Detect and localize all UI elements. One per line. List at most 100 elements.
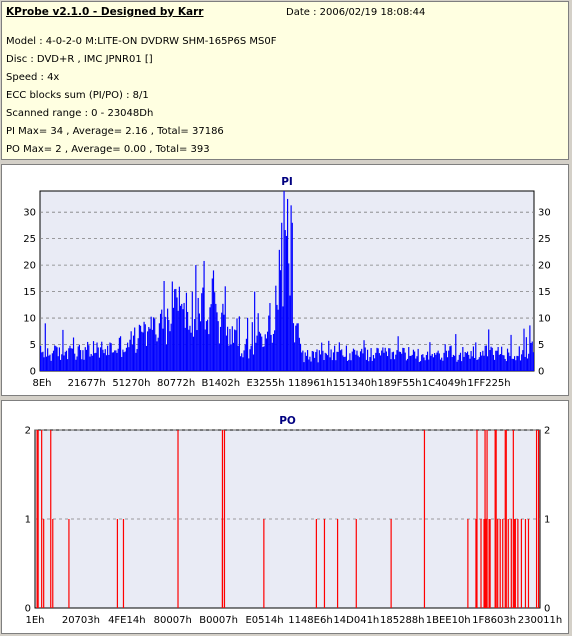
po-bar xyxy=(502,519,504,608)
pi-bar xyxy=(252,354,255,371)
pi-bar xyxy=(511,358,513,371)
pi-bar xyxy=(492,354,495,371)
pi-bar xyxy=(208,334,210,371)
pi-bar xyxy=(281,222,283,371)
pi-bar xyxy=(454,355,456,371)
pi-bar xyxy=(446,357,449,371)
pi-bar xyxy=(499,354,502,371)
pi-bar xyxy=(517,356,519,371)
pi-bar xyxy=(308,359,310,371)
pi-bar xyxy=(356,350,358,371)
pi-bar xyxy=(374,358,376,371)
pi-bar xyxy=(316,349,318,371)
pi-bar xyxy=(194,319,196,371)
pi-bar xyxy=(147,331,149,371)
po-bar xyxy=(499,519,501,608)
pi-bar xyxy=(65,350,68,371)
pi-bar xyxy=(299,343,302,371)
pi-bar xyxy=(381,350,383,371)
pi-bar xyxy=(489,350,491,371)
pi-bar xyxy=(415,358,417,371)
pi-bar xyxy=(127,342,129,371)
y-tick-label-right: 10 xyxy=(538,314,551,325)
pi-bar xyxy=(491,347,493,371)
y-tick-label-right: 25 xyxy=(538,234,551,245)
pi-bars xyxy=(40,191,534,371)
pi-chart-panel: 0 0 5 5 10 10 15 15 20 20 25 25 30 30 8Eh 21677h 51270h 8… xyxy=(1,164,569,396)
pi-bar xyxy=(506,348,509,371)
y-tick-label-right: 30 xyxy=(538,208,551,219)
pi-bar xyxy=(422,354,424,371)
pi-bar xyxy=(490,346,492,371)
pi-bar xyxy=(43,357,45,371)
x-tick-label: 20703h xyxy=(62,615,100,626)
pi-bar xyxy=(143,321,145,371)
pi-bar xyxy=(483,355,485,371)
pi-bar xyxy=(287,198,289,371)
po-bar xyxy=(390,519,392,608)
pi-bar xyxy=(184,327,186,371)
pi-bar xyxy=(108,354,110,371)
y-tick-label-right: 1 xyxy=(544,515,550,526)
pi-bar xyxy=(112,352,115,371)
pi-bar xyxy=(391,352,393,371)
x-tick-label: 151340h xyxy=(333,378,378,389)
pi-bar xyxy=(189,325,191,371)
pi-bar xyxy=(429,342,431,371)
po-bar xyxy=(504,430,506,608)
pi-bar xyxy=(496,350,498,371)
pi-bar xyxy=(217,321,219,371)
x-tick-label: 80007h xyxy=(154,615,192,626)
pi-bar xyxy=(122,349,124,371)
pi-bar xyxy=(157,337,159,371)
pi-bar xyxy=(54,345,56,371)
pi-bar xyxy=(250,345,252,371)
pi-bar xyxy=(278,249,280,371)
pi-bar xyxy=(276,304,278,371)
pi-bar xyxy=(56,347,58,371)
pi-bar xyxy=(472,346,475,371)
pi-bar xyxy=(326,355,329,371)
pi-bar xyxy=(207,319,209,371)
x-tick-label: 230011h xyxy=(518,615,563,626)
pi-bar xyxy=(87,341,89,371)
pi-bar xyxy=(505,361,507,371)
pi-bar xyxy=(214,292,216,371)
pi-bar xyxy=(322,350,324,371)
pi-bar xyxy=(97,347,99,371)
po-bar xyxy=(476,430,478,608)
y-tick-label-left: 15 xyxy=(23,287,36,298)
pi-bar xyxy=(302,350,304,371)
app-title: KProbe v2.1.0 - Designed by Karr xyxy=(6,6,204,18)
pi-bar xyxy=(431,353,433,371)
pi-bar xyxy=(371,360,373,371)
pi-bar xyxy=(244,344,246,371)
pi-bar xyxy=(290,205,292,371)
po-bar xyxy=(485,519,487,608)
pi-bar xyxy=(188,329,190,371)
pi-bar xyxy=(435,354,437,371)
pi-bar xyxy=(319,354,322,371)
pi-bar xyxy=(312,351,315,371)
pi-bar xyxy=(409,355,411,371)
pi-bar xyxy=(315,352,317,371)
pi-bar xyxy=(334,345,336,371)
pi-bar xyxy=(448,350,450,371)
pi-bar xyxy=(225,335,228,371)
pi-bar xyxy=(57,356,59,371)
pi-bar xyxy=(394,359,396,371)
pi-bar xyxy=(92,341,95,371)
po-bar xyxy=(513,519,515,608)
pi-bar xyxy=(231,326,233,371)
pi-bar xyxy=(145,345,148,371)
pi-bar xyxy=(350,360,352,371)
x-tick-label: 14D041h xyxy=(333,615,379,626)
pi-bar xyxy=(366,349,369,371)
pi-bar xyxy=(339,350,342,371)
pi-bar xyxy=(437,350,439,371)
pi-bar xyxy=(430,355,432,371)
pi-bar xyxy=(389,348,391,371)
pi-bar xyxy=(362,353,364,371)
pi-bar xyxy=(130,331,132,371)
pi-bar xyxy=(359,351,362,371)
